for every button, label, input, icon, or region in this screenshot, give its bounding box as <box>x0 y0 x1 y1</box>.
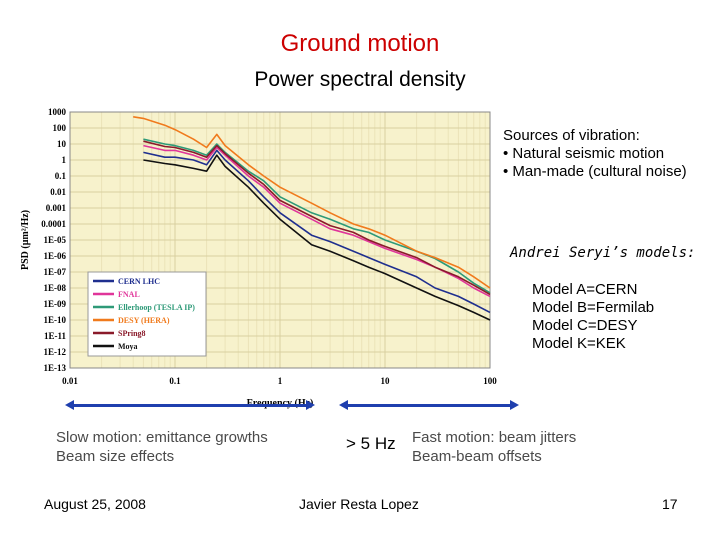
psd-chart: 10001001010.10.010.0010.00011E-051E-061E… <box>20 107 497 409</box>
slide-subtitle: Power spectral density <box>254 68 466 91</box>
legend-entry: DESY (HERA) <box>118 316 170 325</box>
y-axis-label: PSD (μm²/Hz) <box>20 210 31 270</box>
y-tick-label: 0.01 <box>50 187 66 197</box>
legend-entry: FNAL <box>118 290 140 299</box>
x-axis-label: Frequency (Hz) <box>247 398 314 409</box>
y-tick-label: 1 <box>62 155 67 165</box>
x-tick-label: 0.01 <box>62 376 78 386</box>
fast-motion-text: Fast motion: beam jitters Beam-beam offs… <box>412 429 577 465</box>
page-number: 17 <box>662 496 678 512</box>
y-tick-label: 1E-07 <box>44 267 67 277</box>
fast-motion-arrow <box>339 400 519 410</box>
x-tick-label: 100 <box>483 376 497 386</box>
legend-entry: Moya <box>118 342 138 351</box>
y-tick-label: 0.0001 <box>41 219 66 229</box>
series-lines <box>133 116 491 321</box>
y-tick-label: 1E-11 <box>44 331 67 341</box>
y-tick-label: 1E-05 <box>44 235 67 245</box>
legend-box <box>87 271 207 357</box>
chart-legend: CERN LHC FNAL Ellerhoop (TESLA IP) DESY (HE… <box>87 271 207 357</box>
y-tick-label: 1E-10 <box>44 315 67 325</box>
models-list: Model A=CERN Model B=Fermilab Model C=DE… <box>532 281 655 352</box>
y-tick-label: 1E-08 <box>44 283 67 293</box>
y-tick-label: 1E-13 <box>44 363 67 373</box>
slow-motion-text: Slow motion: emittance growths Beam size… <box>56 429 268 465</box>
vibration-sources-text: Sources of vibration: • Natural seismic … <box>503 127 687 180</box>
x-tick-label: 10 <box>381 376 391 386</box>
y-tick-label: 0.001 <box>46 203 67 213</box>
y-tick-label: 100 <box>53 123 67 133</box>
series-line <box>143 154 491 321</box>
models-heading: Andrei Seryi’s models: <box>510 245 696 261</box>
legend-entry: CERN LHC <box>118 277 160 286</box>
y-axis-ticks: 1000 100 10 1 0.1 0.01 0.001 0.0001 1E-05 1E-06 1E… <box>41 107 66 373</box>
slow-motion-arrow <box>65 400 315 410</box>
y-tick-label: 1E-12 <box>44 347 67 357</box>
legend-entry: SPring8 <box>118 329 146 338</box>
series-line <box>133 116 491 289</box>
x-tick-label: 1 <box>278 376 283 386</box>
y-tick-label: 1E-06 <box>44 251 67 261</box>
frequency-threshold: > 5 Hz <box>346 434 396 453</box>
footer-date: August 25, 2008 <box>44 496 146 512</box>
x-axis-ticks: 0.01 0.1 1 10 100 <box>62 376 497 386</box>
legend-entry: Ellerhoop (TESLA IP) <box>118 303 195 312</box>
y-tick-label: 1000 <box>48 107 67 117</box>
footer-author: Javier Resta Lopez <box>299 496 419 512</box>
plot-area <box>69 111 491 369</box>
slide-title: Ground motion <box>280 30 440 57</box>
y-tick-label: 0.1 <box>55 171 67 181</box>
series-line <box>143 149 491 314</box>
series-line <box>143 140 491 296</box>
y-tick-label: 10 <box>57 139 67 149</box>
x-tick-label: 0.1 <box>169 376 181 386</box>
y-tick-label: 1E-09 <box>44 299 67 309</box>
